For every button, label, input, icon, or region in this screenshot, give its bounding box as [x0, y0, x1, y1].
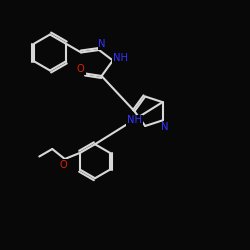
Text: O: O [77, 64, 85, 74]
Text: N: N [98, 39, 106, 49]
Text: NH: NH [113, 53, 128, 63]
Text: N: N [161, 122, 169, 132]
Text: NH: NH [127, 116, 142, 126]
Text: O: O [60, 160, 68, 170]
